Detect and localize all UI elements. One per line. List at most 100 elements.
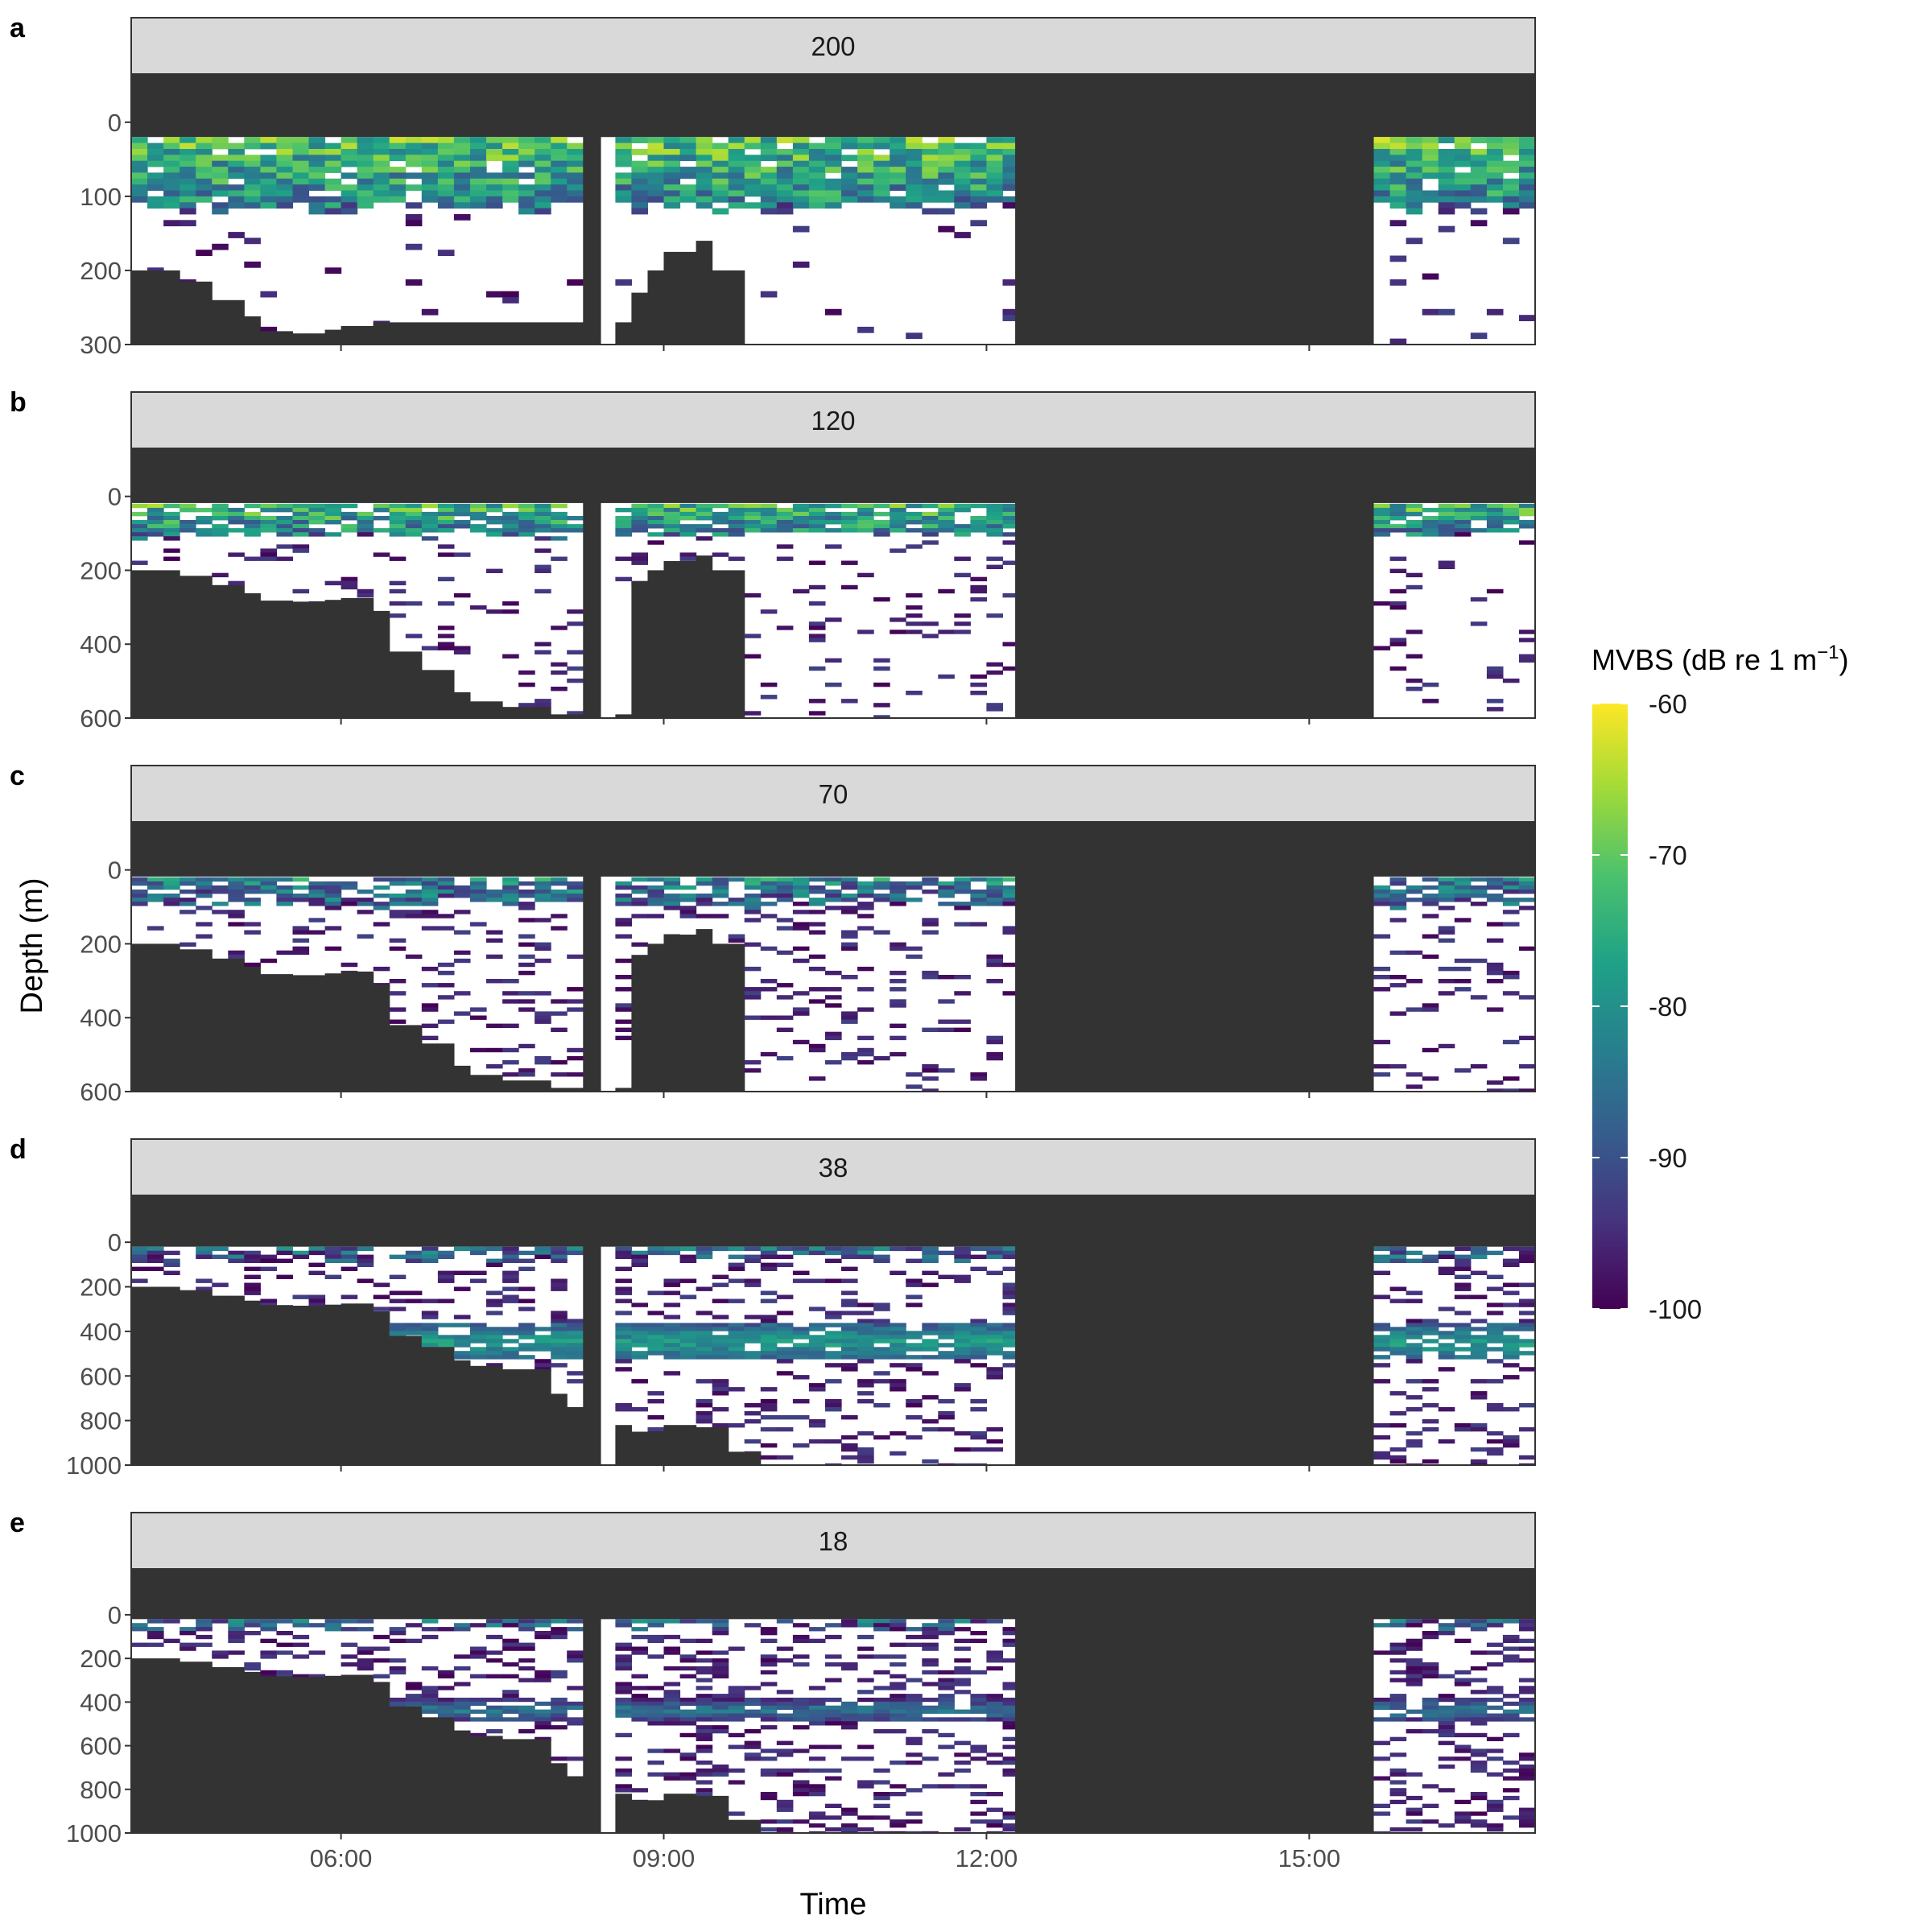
mvbs-cell [744,1327,762,1331]
mvbs-cell [1454,1748,1472,1753]
mvbs-cell [1470,1823,1488,1828]
mvbs-cell [180,1627,196,1632]
mvbs-cell [922,930,939,935]
mvbs-cell [1454,1347,1472,1352]
mvbs-cell [1002,890,1020,894]
mvbs-cell [486,938,503,943]
mvbs-cell [1002,279,1020,286]
mvbs-cell [1406,202,1423,209]
mvbs-cell [906,1246,923,1252]
mvbs-cell [728,1254,745,1259]
mvbs-cell [890,999,906,1004]
mvbs-cell [535,1335,551,1340]
mvbs-cell [292,137,310,143]
mvbs-cell [647,1772,665,1777]
mvbs-cell [260,1298,277,1303]
mvbs-cell [1438,1788,1455,1793]
mvbs-cell [551,524,568,529]
mvbs-cell [551,1619,568,1624]
mvbs-cell [341,160,358,167]
mvbs-cell [1486,503,1504,509]
mvbs-cell [486,568,503,573]
mvbs-cell [1470,190,1488,197]
mvbs-cell [341,1294,358,1299]
mvbs-cell [357,1646,374,1651]
mvbs-cell [873,160,890,167]
mvbs-cell [308,172,326,180]
mvbs-cell [615,1339,632,1344]
mvbs-cell [954,975,971,980]
mvbs-cell [1470,1343,1488,1348]
mvbs-cell [341,511,358,517]
mvbs-cell [776,1415,794,1420]
mvbs-cell [938,155,955,162]
seafloor [502,322,519,345]
mvbs-cell [825,1003,842,1008]
mvbs-cell [421,503,439,509]
mvbs-cell [357,155,374,162]
mvbs-cell [1406,1642,1423,1647]
mvbs-cell [405,202,423,209]
seafloor [518,707,535,718]
mvbs-cell [841,1290,858,1295]
mvbs-cell [212,877,229,882]
mvbs-cell [180,202,196,209]
mvbs-cell [244,898,261,902]
mvbs-cell [857,1335,874,1340]
mvbs-cell [567,1658,584,1663]
mvbs-cell [857,894,874,898]
mvbs-cell [744,634,762,638]
mvbs-cell [1389,516,1407,521]
mvbs-cell [1502,167,1520,173]
mvbs-cell [1519,898,1535,902]
mvbs-cell [357,1662,374,1667]
mvbs-cell [292,898,310,902]
mvbs-cell [567,524,584,529]
mvbs-cell [696,507,713,513]
mvbs-cell [760,1347,778,1352]
mvbs-cell [147,1634,164,1640]
mvbs-cell [1486,1080,1504,1085]
mvbs-cell [776,1619,794,1624]
mvbs-cell [502,1023,519,1028]
mvbs-cell [712,890,729,894]
mvbs-cell [551,1343,568,1348]
mvbs-cell [970,898,987,902]
mvbs-cell [212,202,229,209]
mvbs-cell [260,1619,277,1624]
mvbs-cell [1406,979,1423,984]
mvbs-cell [1486,938,1504,943]
mvbs-cell [131,1250,148,1256]
mvbs-cell [808,1419,826,1424]
mvbs-cell [873,528,890,533]
mvbs-cell [470,1347,487,1352]
mvbs-cell [857,881,874,886]
mvbs-cell [663,1246,681,1252]
mvbs-cell [1454,184,1472,191]
mvbs-cell [712,1662,729,1667]
mvbs-cell [615,975,632,980]
mvbs-cell [1406,1084,1423,1089]
mvbs-cell [1470,160,1488,167]
mvbs-cell [212,572,229,578]
mvbs-cell [873,1654,890,1659]
mvbs-cell [1519,1455,1535,1460]
mvbs-cell [841,1415,858,1420]
mvbs-cell [986,520,1003,525]
mvbs-cell [437,983,455,988]
mvbs-cell [1002,1682,1020,1686]
mvbs-cell [228,167,245,173]
mvbs-cell [567,1379,584,1384]
mvbs-cell [679,1752,697,1757]
mvbs-cell [760,202,778,209]
mvbs-cell [841,1662,858,1667]
mvbs-cell [260,503,277,509]
mvbs-cell [147,898,164,902]
mvbs-cell [486,1335,503,1340]
mvbs-cell [357,902,374,906]
mvbs-cell [615,1286,632,1291]
mvbs-cell [535,1339,551,1344]
mvbs-cell [212,178,229,185]
mvbs-cell [470,516,487,521]
mvbs-cell [679,142,697,150]
